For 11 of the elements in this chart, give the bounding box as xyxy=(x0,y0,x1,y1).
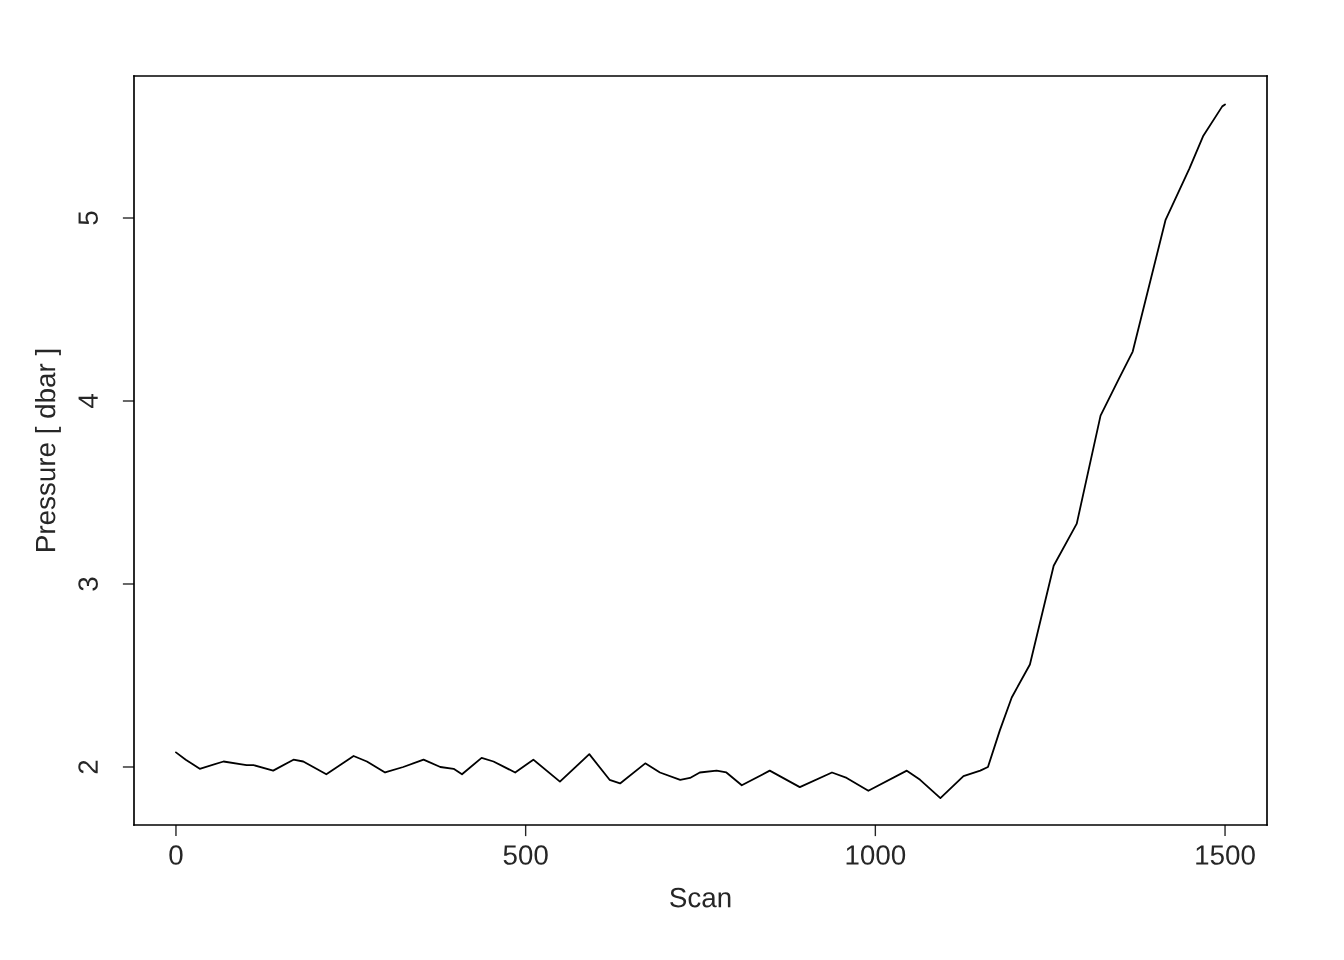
x-tick-label: 0 xyxy=(169,845,183,865)
line-series xyxy=(175,103,1226,800)
x-tick-label: 1000 xyxy=(846,845,906,865)
y-tick-label: 5 xyxy=(78,211,98,225)
y-tick-label: 4 xyxy=(78,394,98,409)
y-tick-label: 3 xyxy=(78,577,98,591)
x-axis-title: Scan xyxy=(670,887,731,908)
x-tick-label: 1500 xyxy=(1196,845,1255,865)
y-tick-label: 2 xyxy=(78,760,98,774)
y-axis-title: Pressure [ dbar ] xyxy=(34,349,61,551)
x-tick-label: 500 xyxy=(503,845,548,865)
